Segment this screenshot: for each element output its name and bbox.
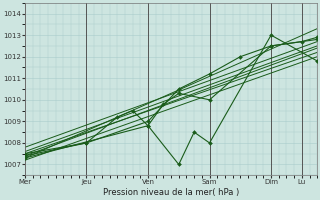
X-axis label: Pression niveau de la mer( hPa ): Pression niveau de la mer( hPa ) xyxy=(103,188,239,197)
